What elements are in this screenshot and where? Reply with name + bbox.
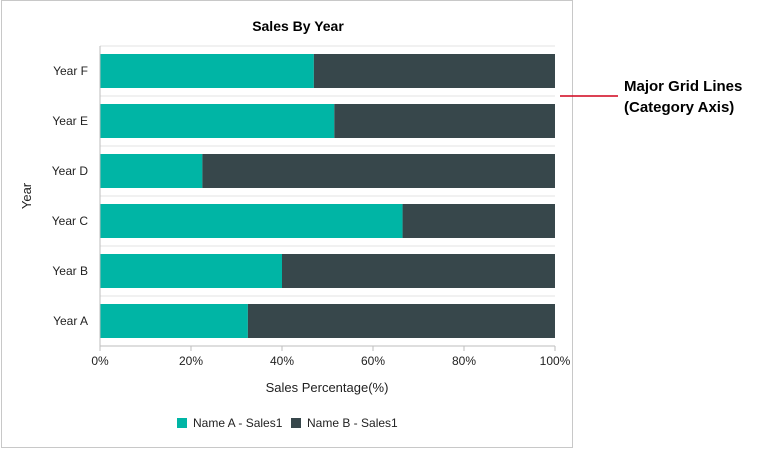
y-tick-label: Year E	[52, 114, 88, 128]
bar-series-a-year-e	[100, 104, 335, 138]
x-tick-label: 60%	[361, 354, 385, 368]
x-tick-label: 80%	[452, 354, 476, 368]
bar-series-b-year-f	[313, 54, 555, 88]
bar-series-b-year-e	[334, 104, 555, 138]
bars	[100, 54, 555, 338]
bar-series-b-year-a	[247, 304, 555, 338]
callout-line1: Major Grid Lines	[624, 78, 743, 95]
bar-series-b-year-d	[202, 154, 555, 188]
callout-line2: (Category Axis)	[624, 99, 735, 116]
x-tick-label: 20%	[179, 354, 203, 368]
x-tick-label: 40%	[270, 354, 294, 368]
y-tick-label: Year C	[52, 214, 89, 228]
y-tick-label: Year F	[53, 64, 88, 78]
axes: Year A Year B Year C Year D Year E Year F 0% 20…	[52, 46, 571, 368]
bar-series-a-year-a	[100, 304, 248, 338]
bar-series-b-year-c	[402, 204, 555, 238]
bar-series-b-year-b	[282, 254, 555, 288]
bar-series-a-year-b	[100, 254, 282, 288]
y-tick-label: Year B	[52, 264, 88, 278]
x-tick-label: 100%	[540, 354, 571, 368]
legend-label: Name B - Sales1	[307, 416, 398, 430]
legend-swatch	[177, 418, 187, 428]
bar-series-a-year-f	[100, 54, 314, 88]
bar-series-a-year-d	[100, 154, 203, 188]
callout-annotation: Major Grid Lines (Category Axis)	[624, 76, 742, 118]
x-tick-label: 0%	[91, 354, 109, 368]
y-tick-label: Year D	[52, 164, 89, 178]
bar-series-a-year-c	[100, 204, 403, 238]
x-axis-title: Sales Percentage(%)	[266, 380, 389, 395]
legend-label: Name A - Sales1	[193, 416, 283, 430]
chart-title: Sales By Year	[252, 18, 344, 34]
y-axis-title: Year	[19, 182, 34, 209]
legend-swatch	[291, 418, 301, 428]
legend: Name A - Sales1 Name B - Sales1	[177, 416, 398, 430]
gridlines	[100, 45, 555, 347]
y-tick-label: Year A	[53, 314, 88, 328]
